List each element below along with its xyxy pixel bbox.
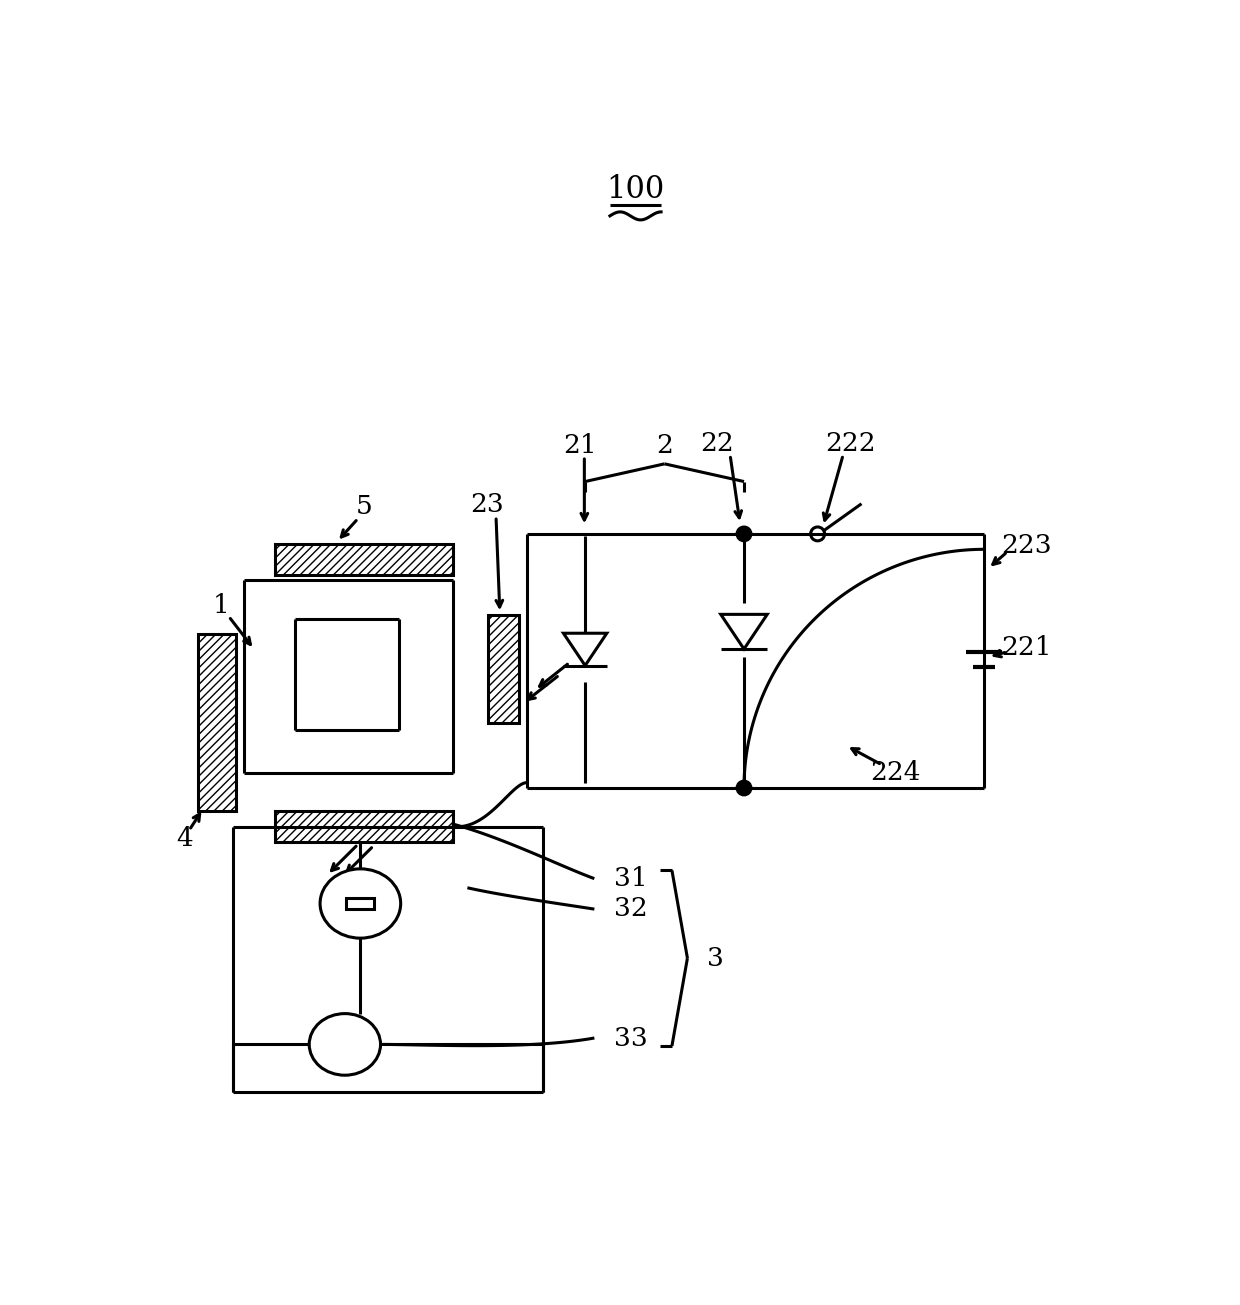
Bar <box>197 634 237 812</box>
Text: 4: 4 <box>176 826 193 851</box>
Circle shape <box>737 780 751 796</box>
Text: 22: 22 <box>701 432 734 457</box>
Text: 221: 221 <box>1002 634 1052 659</box>
Text: 33: 33 <box>614 1026 647 1051</box>
Polygon shape <box>720 615 768 649</box>
Text: 2: 2 <box>656 433 673 458</box>
Text: 3: 3 <box>707 946 724 971</box>
Bar <box>489 615 520 723</box>
Bar <box>275 544 454 574</box>
Text: 5: 5 <box>356 495 373 519</box>
Text: 1: 1 <box>212 592 229 619</box>
Text: 100: 100 <box>606 174 665 205</box>
Ellipse shape <box>320 869 401 938</box>
Ellipse shape <box>309 1014 381 1075</box>
Bar <box>275 812 454 842</box>
Circle shape <box>737 526 751 542</box>
Text: 222: 222 <box>826 432 877 457</box>
Text: 21: 21 <box>563 433 596 458</box>
Text: 31: 31 <box>614 865 647 890</box>
Text: 23: 23 <box>470 492 503 517</box>
Text: R: R <box>336 1034 355 1056</box>
FancyBboxPatch shape <box>346 898 374 908</box>
Text: 223: 223 <box>1002 532 1053 559</box>
Polygon shape <box>563 633 606 666</box>
Text: 224: 224 <box>870 760 920 786</box>
Text: 32: 32 <box>614 897 647 921</box>
